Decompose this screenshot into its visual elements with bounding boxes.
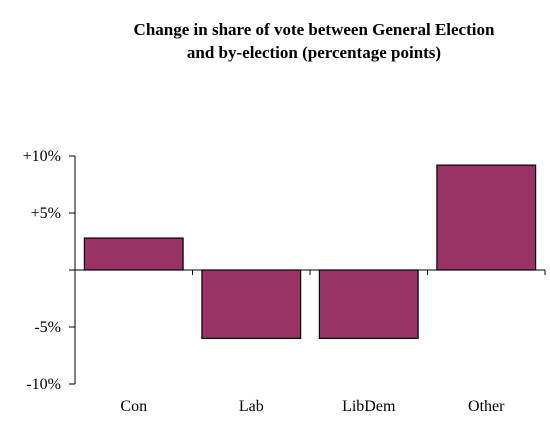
y-tick-label: -5% (34, 319, 61, 336)
y-tick-label: +5% (31, 205, 61, 222)
y-tick-label: +10% (23, 148, 61, 165)
chart-title-line-1: Change in share of vote between General … (133, 20, 495, 39)
bar-libdem (318, 269, 419, 340)
y-tick-label: -10% (26, 376, 61, 393)
x-axis-labels: Con Lab LibDem Other (120, 398, 505, 415)
x-tick-label: Con (120, 398, 147, 415)
x-tick-label: LibDem (342, 398, 396, 415)
chart-title-line-2: and by-election (percentage points) (186, 43, 442, 62)
y-axis-ticks: +10% +5% -5% -10% (23, 148, 75, 393)
x-tick-label: Lab (239, 398, 264, 415)
bar-lab (201, 269, 302, 340)
bar-other (436, 164, 537, 271)
chart-bars (83, 164, 537, 340)
bar-con (83, 237, 184, 271)
x-tick-label: Other (468, 398, 505, 415)
